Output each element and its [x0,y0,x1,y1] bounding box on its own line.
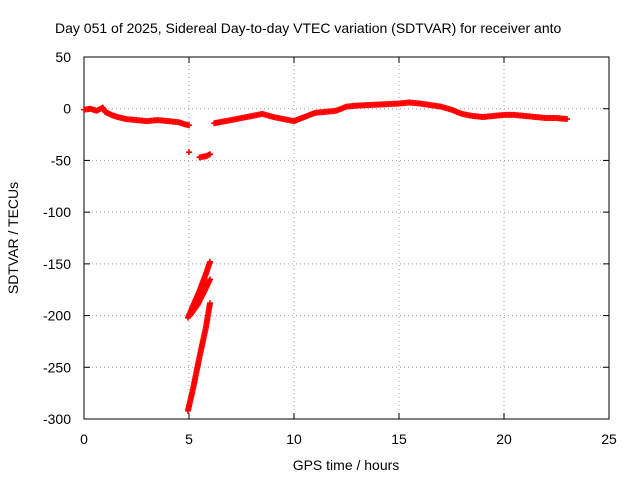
x-tick-label: 5 [185,431,193,447]
y-tick-label: -50 [51,152,71,168]
y-axis-label: SDTVAR / TECUs [5,182,21,294]
data-point [207,258,213,265]
y-tick-label: -300 [43,411,71,427]
y-tick-label: 0 [63,101,71,117]
data-point [207,300,213,307]
y-tick-label: -250 [43,359,71,375]
y-tick-label: -150 [43,256,71,272]
x-axis-label: GPS time / hours [293,457,400,473]
data-point [186,149,192,156]
data-point [186,122,192,129]
x-tick-label: 20 [496,431,512,447]
x-tick-label: 10 [286,431,302,447]
data-points [81,99,570,414]
chart-title: Day 051 of 2025, Sidereal Day-to-day VTE… [55,20,562,36]
y-tick-label: -200 [43,308,71,324]
y-tick-labels: 50 0 -50 -100 -150 -200 -250 -300 [43,49,71,427]
axis-ticks [83,56,610,420]
y-tick-label: 50 [55,49,71,65]
data-point [564,116,570,123]
data-point [207,276,213,283]
x-tick-label: 25 [601,431,617,447]
x-tick-label: 15 [391,431,407,447]
y-tick-label: -100 [43,204,71,220]
plot-frame [83,56,610,420]
x-tick-labels: 0 5 10 15 20 25 [80,431,617,447]
grid-lines [84,57,609,419]
x-tick-label: 0 [80,431,88,447]
data-point [207,151,213,158]
